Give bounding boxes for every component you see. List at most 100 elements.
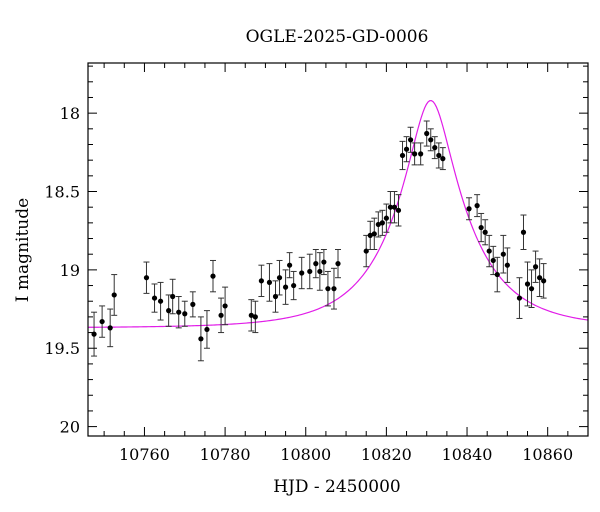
data-point [99,318,105,325]
data-point [424,130,430,137]
data-point-group [504,247,511,283]
data-point-group [423,120,430,147]
y-tick-label: 19.5 [44,339,80,358]
data-point [387,204,394,210]
data-point-group [482,219,489,246]
data-point [500,251,506,257]
data-point [371,231,377,237]
data-point-group [395,194,402,227]
data-point [335,261,341,267]
data-point [520,229,527,235]
data-point [198,336,204,342]
data-point-group [181,300,188,327]
data-point-group [324,270,331,307]
data-point-group [431,136,438,160]
data-point [395,207,402,213]
data-point-group [99,305,106,338]
data-point-group [399,140,406,171]
data-point [524,281,531,287]
data-point [258,278,264,284]
data-point-group [189,291,196,318]
data-point [107,325,113,331]
x-tick-label: 10800 [280,445,331,464]
data-point-group [532,250,539,283]
data-point-group [490,245,497,276]
data-point-group [494,256,501,293]
data-point-group [143,261,150,294]
data-point [504,262,510,268]
data-point [482,229,488,235]
data-point-group [111,274,118,316]
data-point [532,264,539,270]
data-point [307,268,313,275]
data-point [182,311,188,317]
data-point-group [391,191,398,224]
data-point-group [272,280,279,313]
plot-frame [87,62,589,437]
data-point [478,224,484,231]
data-point-group [203,310,210,349]
data-point [331,286,337,292]
data-point-group [407,126,414,153]
data-point-group [540,263,547,299]
data-point [166,308,172,314]
data-point [325,286,331,292]
data-point-group [258,264,265,298]
data-point-group [165,294,172,327]
data-point [321,259,327,265]
data-point [412,151,418,157]
data-point [252,314,258,320]
data-point [383,215,389,221]
data-point-group [379,209,386,236]
data-point [151,295,158,301]
x-tick-label: 10840 [442,445,493,464]
data-point-group [320,249,327,276]
data-point-group [524,261,531,307]
data-point [428,137,434,143]
data-point-group [371,217,378,250]
data-point [222,303,228,309]
data-point-group [298,256,305,290]
data-point [111,292,117,298]
data-point [375,221,381,228]
data-point-group [520,214,527,250]
data-point [486,248,492,254]
data-point [287,262,293,268]
data-point-group [439,147,446,171]
data-point-group [222,286,229,326]
data-point [399,152,406,159]
data-point-group [536,258,543,298]
data-point [282,284,289,290]
data-point [516,295,523,301]
data-point-group [290,270,297,301]
data-point-group [276,259,283,296]
data-point [367,232,373,238]
data-point-group [286,252,293,279]
data-point-group [169,278,176,315]
data-point-group [316,252,323,291]
data-point [299,270,305,276]
data-point-group [375,211,382,238]
data-point [248,312,254,318]
data-point-group [500,234,507,274]
chart-title: OGLE-2025-GD-0006 [246,27,429,47]
x-axis-label: HJD - 2450000 [273,477,401,497]
y-tick-label: 18.5 [44,183,80,202]
data-point [291,282,297,289]
data-point-group [282,269,289,305]
data-point [418,151,424,157]
data-point [218,312,224,318]
data-point [210,273,216,279]
data-point-group [197,316,204,362]
x-tick-label: 10820 [361,445,412,464]
data-point [204,326,210,333]
data-point [266,279,273,286]
data-point [490,257,496,264]
data-point [466,206,472,212]
data-point-group [435,142,442,169]
data-point-group [411,142,418,166]
y-axis-label: I magnitude [13,198,33,302]
plot-area [87,99,589,362]
data-point [157,298,164,304]
